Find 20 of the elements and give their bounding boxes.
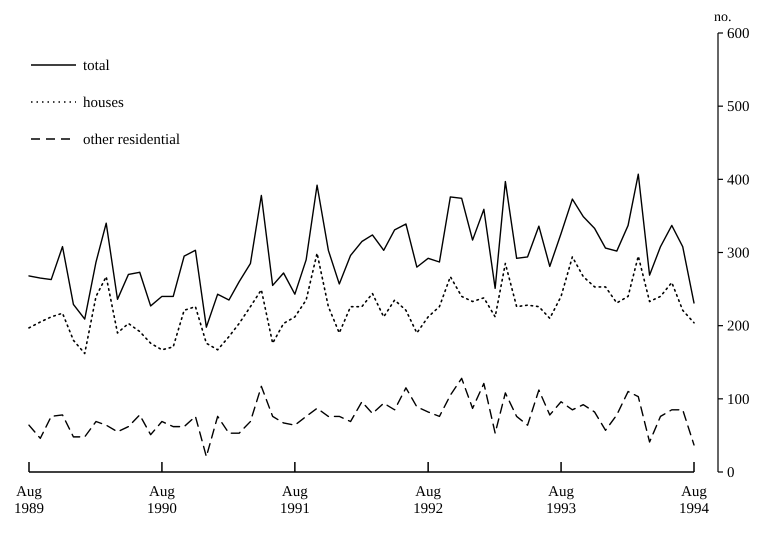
legend-label: other residential xyxy=(83,132,180,148)
x-tick-label: Aug 1991 xyxy=(280,484,310,517)
y-tick-label: 300 xyxy=(727,246,750,262)
x-tick-label: Aug 1990 xyxy=(146,484,177,517)
line-series xyxy=(28,174,695,328)
x-tick-label: Aug 1994 xyxy=(679,484,710,517)
y-axis-title: no. xyxy=(714,10,732,25)
legend-label: houses xyxy=(83,95,124,111)
x-tick-label: Aug 1989 xyxy=(14,484,44,517)
y-tick-label: 600 xyxy=(727,26,750,42)
y-tick-label: 400 xyxy=(727,172,750,188)
line-series xyxy=(28,252,695,354)
y-tick-label: 200 xyxy=(727,318,750,335)
y-tick-label: 500 xyxy=(727,99,750,116)
legend-label: total xyxy=(83,58,110,74)
line-series xyxy=(28,378,695,458)
x-tick-label: Aug 1993 xyxy=(546,484,576,517)
y-tick-label: 0 xyxy=(727,465,734,481)
x-tick-label: Aug 1992 xyxy=(413,484,444,517)
y-tick-label: 100 xyxy=(727,392,750,408)
